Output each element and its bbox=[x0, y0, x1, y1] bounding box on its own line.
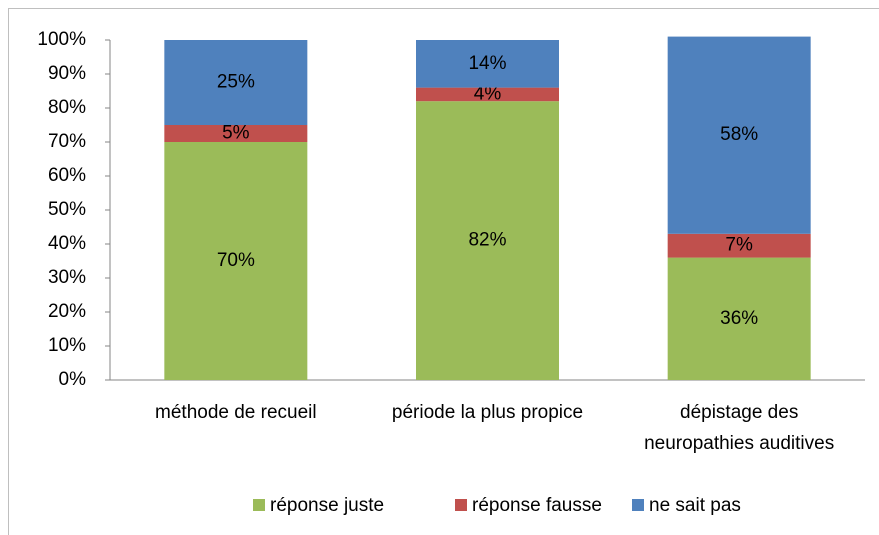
data-label: 25% bbox=[217, 72, 255, 93]
y-tick-label: 10% bbox=[48, 335, 86, 356]
data-label: 4% bbox=[474, 83, 502, 104]
data-label: 58% bbox=[720, 124, 758, 145]
bar-segment bbox=[416, 101, 559, 380]
legend-label: réponse juste bbox=[270, 495, 384, 516]
legend-swatch bbox=[632, 499, 644, 511]
y-tick-label: 20% bbox=[48, 301, 86, 322]
y-tick-label: 70% bbox=[48, 131, 86, 152]
y-tick-label: 90% bbox=[48, 63, 86, 84]
data-label: 7% bbox=[725, 235, 753, 256]
bar-segment bbox=[164, 40, 308, 125]
x-tick-label: dépistage des neuropathies auditives bbox=[644, 402, 834, 454]
bar-segment bbox=[667, 257, 811, 380]
data-label: 70% bbox=[217, 250, 255, 271]
y-tick-label: 80% bbox=[48, 97, 86, 118]
data-label: 14% bbox=[468, 53, 506, 74]
data-label: 36% bbox=[720, 308, 758, 329]
bar-segment bbox=[667, 36, 811, 234]
data-label: 5% bbox=[222, 123, 250, 144]
bar-segment bbox=[164, 142, 308, 380]
y-tick-label: 40% bbox=[48, 233, 86, 254]
x-tick-label: période la plus propice bbox=[392, 402, 583, 423]
chart-frame bbox=[8, 8, 879, 535]
bar-segment bbox=[416, 40, 559, 88]
legend-swatch bbox=[455, 499, 467, 511]
y-tick-label: 100% bbox=[37, 29, 86, 50]
y-tick-label: 0% bbox=[59, 369, 87, 390]
data-label: 82% bbox=[468, 230, 506, 251]
y-tick-label: 60% bbox=[48, 165, 86, 186]
legend-swatch bbox=[253, 499, 265, 511]
legend-label: réponse fausse bbox=[472, 495, 602, 516]
y-tick-label: 30% bbox=[48, 267, 86, 288]
bar-segment bbox=[164, 125, 308, 142]
bar-segment bbox=[667, 233, 811, 258]
y-tick-label: 50% bbox=[48, 199, 86, 220]
x-tick-label: méthode de recueil bbox=[155, 402, 317, 423]
legend-label: ne sait pas bbox=[649, 495, 741, 516]
bar-segment bbox=[416, 87, 559, 102]
